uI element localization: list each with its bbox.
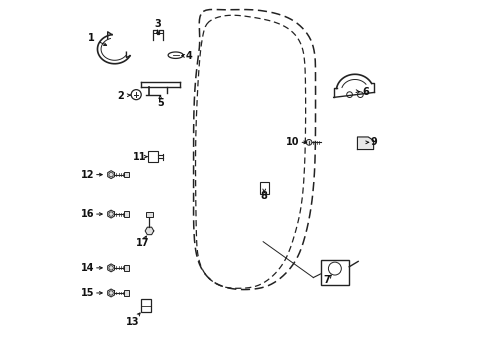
- Bar: [145, 212, 153, 217]
- Text: 14: 14: [81, 263, 94, 273]
- Bar: [260, 182, 268, 194]
- Text: 6: 6: [362, 87, 368, 97]
- Polygon shape: [107, 289, 114, 297]
- Polygon shape: [107, 264, 114, 272]
- Bar: [123, 290, 128, 296]
- Bar: [123, 172, 128, 177]
- Text: 3: 3: [154, 19, 161, 29]
- Text: 17: 17: [135, 238, 149, 248]
- Text: 11: 11: [133, 152, 146, 162]
- Bar: [123, 211, 128, 217]
- Text: 4: 4: [185, 51, 192, 61]
- Text: 16: 16: [81, 209, 94, 219]
- Text: 7: 7: [323, 275, 330, 285]
- Polygon shape: [145, 227, 153, 235]
- Bar: [147, 151, 158, 162]
- Circle shape: [305, 139, 311, 145]
- Text: 12: 12: [81, 170, 94, 180]
- Text: 13: 13: [125, 317, 139, 327]
- Text: 10: 10: [285, 138, 299, 147]
- Text: 15: 15: [81, 288, 94, 298]
- Text: 5: 5: [157, 98, 163, 108]
- Polygon shape: [107, 210, 114, 218]
- Text: 8: 8: [260, 191, 267, 201]
- Text: 9: 9: [370, 138, 377, 147]
- Polygon shape: [357, 137, 373, 149]
- Bar: [320, 260, 348, 285]
- Text: 2: 2: [117, 91, 124, 101]
- Bar: [123, 265, 128, 271]
- Bar: [140, 299, 151, 312]
- Text: 1: 1: [88, 33, 95, 43]
- Polygon shape: [107, 171, 114, 179]
